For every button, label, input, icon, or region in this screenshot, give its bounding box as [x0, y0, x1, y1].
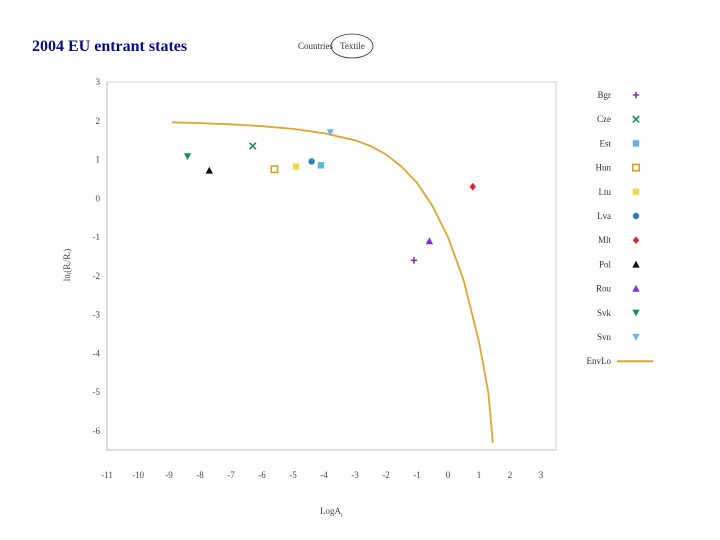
slide-title: 2004 EU entrant states: [32, 38, 188, 55]
chart-subtitle: Countries Textile: [298, 33, 374, 59]
x-tick-label: -6: [258, 470, 266, 480]
x-tick-label: 2: [508, 470, 513, 480]
legend-label-mlt: Mlt: [598, 235, 612, 245]
legend-swatch-bgr: [632, 91, 640, 99]
data-point-ltu: [292, 163, 300, 170]
subtitle-textile: Textile: [340, 41, 365, 51]
legend-label-cze: Cze: [597, 114, 611, 124]
x-tick-label: 3: [539, 470, 544, 480]
x-axis-label: LogAi: [320, 506, 343, 519]
plot-area: [106, 81, 557, 451]
data-point-rou: [425, 237, 434, 245]
legend-swatch-rou: [632, 284, 640, 292]
y-tick-label: 3: [96, 77, 101, 87]
data-point-bgr: [410, 257, 418, 264]
x-tick-label: -2: [382, 470, 390, 480]
legend-label-ltu: Ltu: [599, 187, 612, 197]
legend-label-hun: Hun: [596, 163, 612, 173]
legend-label-rou: Rou: [596, 284, 612, 294]
data-point-pol: [205, 166, 213, 174]
data-point-svn: [326, 129, 334, 137]
x-tick-label: -8: [196, 470, 204, 480]
x-tick-label: -1: [413, 470, 421, 480]
legend-label-envlo: EnvLo: [587, 356, 612, 366]
legend-swatch-hun: [631, 163, 640, 172]
y-tick-labels: 3 2 1 0 -1 -2 -3 -4 -5 -6: [93, 77, 101, 436]
y-tick-label: 0: [96, 193, 101, 203]
legend-label-bgr: Bgr: [598, 90, 612, 100]
series-layer: [172, 121, 494, 443]
data-point-est: [317, 162, 325, 169]
legend-label-est: Est: [599, 138, 611, 148]
legend-label-lva: Lva: [597, 211, 611, 221]
subtitle-countries: Countries: [298, 41, 333, 51]
x-tick-label: 0: [446, 470, 451, 480]
y-axis-label: lnᵢ(Rᵢ/Rᵣ): [62, 249, 72, 282]
legend-label-pol: Pol: [599, 259, 612, 269]
data-point-cze: [248, 142, 257, 150]
legend-swatch-ltu: [632, 188, 640, 195]
y-tick-label: -1: [93, 232, 101, 242]
x-axis-label-main: LogA: [320, 506, 341, 516]
legend-label-svk: Svk: [597, 308, 612, 318]
legend-swatch-cze: [632, 115, 640, 123]
legend-label-svn: Svn: [597, 332, 612, 342]
y-tick-label: -2: [93, 271, 101, 281]
x-tick-label: -11: [101, 470, 113, 480]
subtitle-circle: [330, 33, 374, 59]
legend-swatch-pol: [632, 260, 640, 268]
legend-swatch-est: [632, 140, 640, 147]
envelope-curve: [172, 121, 494, 443]
x-axis-label-sub: i: [341, 513, 343, 519]
y-tick-label: 1: [96, 155, 101, 165]
x-tick-label: -7: [227, 470, 235, 480]
data-point-hun: [270, 165, 279, 174]
y-tick-label: -4: [93, 348, 101, 358]
x-tick-label: -4: [320, 470, 328, 480]
x-tick-labels: -11 -10 -9 -8 -7 -6 -5 -4 -3 -2 -1 0 1 2 3: [101, 470, 544, 480]
data-point-mlt: [469, 182, 476, 191]
y-tick-label: 2: [96, 116, 101, 126]
legend-swatch-mlt: [632, 236, 640, 244]
x-tick-label: -9: [165, 470, 173, 480]
x-tick-label: 1: [477, 470, 482, 480]
y-tick-label: -3: [93, 310, 101, 320]
legend-swatch-svk: [632, 309, 640, 317]
legend-swatch-svn: [632, 333, 640, 341]
data-point-lva: [308, 158, 315, 165]
x-tick-label: -3: [351, 470, 359, 480]
data-point-svk: [183, 153, 192, 161]
y-tick-label: -5: [93, 387, 101, 397]
legend: Bgr Cze Est Hun Ltu Lva Mlt Pol Rou Svk Svn EnvLo: [587, 90, 653, 366]
x-tick-label: -5: [289, 470, 297, 480]
x-tick-label: -10: [132, 470, 144, 480]
legend-swatch-lva: [632, 212, 640, 220]
y-tick-label: -6: [93, 426, 101, 436]
